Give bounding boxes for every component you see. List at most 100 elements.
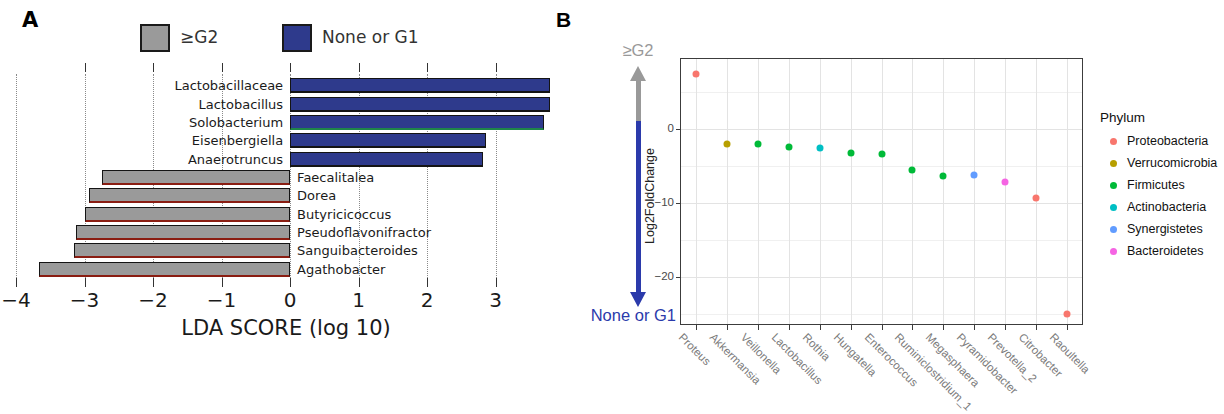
axis-tick-top [85, 63, 86, 72]
axis-tick-bottom [359, 278, 360, 287]
legend-label: Actinobacteria [1127, 201, 1206, 214]
bar-sanguibacteroides [74, 243, 291, 258]
bar-label: Pseudoflavonifractor [297, 225, 431, 240]
bar-pseudoflavonifractor [76, 225, 290, 240]
y-axis-annotation-top: ≥G2 [610, 41, 666, 60]
data-point-pyramidobacter [971, 171, 978, 178]
legend-swatch-none-or-g1 [282, 24, 312, 52]
bar-label: Eisenbergiella [192, 133, 283, 148]
legend-dot-proteobacteria [1110, 138, 1117, 145]
arrow-gray-shaft [636, 79, 641, 121]
x-tick-label: 2 [421, 288, 434, 312]
legend-dot-bacteroidetes [1110, 248, 1117, 255]
phylum-legend-item: Actinobacteria [1110, 201, 1222, 214]
x-axis-tick [882, 325, 883, 330]
bar-dorea [89, 188, 290, 203]
x-tick-label: 3 [489, 288, 502, 312]
data-point-ruminiclostridium_1 [909, 166, 916, 173]
bar-lactobacillus [290, 97, 550, 112]
legend-dot-verrucomicrobia [1110, 160, 1117, 167]
phylum-legend-item: Verrucomicrobia [1110, 157, 1222, 170]
gridline-vertical [727, 59, 728, 324]
phylum-legend-item: Synergistetes [1110, 223, 1222, 236]
legend-dot-synergistetes [1110, 226, 1117, 233]
log2foldchange-scatter-plot: 0−10−20ProteusAkkermansiaVeillonellaLact… [680, 58, 1083, 325]
panel-b-letter: B [556, 8, 571, 32]
y-axis-tick [676, 203, 681, 204]
bar-label: Lactobacillus [199, 97, 284, 112]
data-point-veillonella [755, 140, 762, 147]
bar-solobacterium [290, 115, 544, 130]
axis-tick-top [153, 63, 154, 72]
axis-tick-bottom [16, 278, 17, 287]
y-tick-label: −10 [643, 196, 674, 208]
x-axis-tick [727, 325, 728, 330]
axis-tick-bottom [427, 278, 428, 287]
lda-bar-chart: LDA SCORE (log 10) −4−3−2−10123Lactobaci… [16, 60, 556, 360]
x-axis-tick [912, 325, 913, 330]
lda-axis-title: LDA SCORE (log 10) [16, 316, 556, 340]
gridline-vertical [974, 59, 975, 324]
legend-dot-firmicutes [1110, 182, 1117, 189]
gridline-vertical [1036, 59, 1037, 324]
legend-label: Verrucomicrobia [1127, 157, 1217, 170]
gridline-vertical [851, 59, 852, 324]
gridline-vertical [1005, 59, 1006, 324]
phylum-legend-item: Firmicutes [1110, 179, 1222, 192]
gridline-vertical [820, 59, 821, 324]
legend-label: Bacteroidetes [1127, 245, 1203, 258]
figure: A ≥G2 None or G1 LDA SCORE (log 10) −4−3… [0, 0, 1224, 414]
y-axis-tick [676, 129, 681, 130]
x-tick-label: Proteus [677, 331, 714, 368]
legend-swatch-ge-g2 [140, 24, 170, 52]
bar-faecalitalea [102, 170, 290, 185]
bar-eisenbergiella [290, 133, 486, 148]
x-tick-label: −1 [207, 288, 236, 312]
bar-butyricicoccus [85, 207, 291, 222]
axis-tick-bottom [85, 278, 86, 287]
data-point-hungatella [847, 149, 854, 156]
legend-label-none-or-g1: None or G1 [322, 27, 419, 47]
x-axis-tick [696, 325, 697, 330]
legend-label-ge-g2: ≥G2 [180, 27, 218, 47]
bar-label: Anaerotruncus [188, 152, 283, 167]
x-axis-tick [820, 325, 821, 330]
y-axis-tick [676, 277, 681, 278]
axis-tick-bottom [290, 278, 291, 287]
x-axis-tick [943, 325, 944, 330]
x-tick-label: 0 [284, 288, 297, 312]
axis-tick-bottom [496, 278, 497, 287]
x-axis-tick [1005, 325, 1006, 330]
x-axis-tick [851, 325, 852, 330]
legend-label: Synergistetes [1127, 223, 1203, 236]
bar-label: Agathobacter [297, 262, 385, 277]
down-arrow-icon [630, 292, 646, 307]
gridline-vertical [758, 59, 759, 324]
bar-label: Solobacterium [189, 115, 283, 130]
data-point-akkermansia [724, 141, 731, 148]
axis-tick-top [222, 63, 223, 72]
axis-tick-top [496, 63, 497, 72]
x-tick-label: −2 [138, 288, 167, 312]
gridline-vertical [789, 59, 790, 324]
gridline-vertical [943, 59, 944, 324]
y-tick-label: −20 [643, 270, 674, 282]
x-tick-label: Enterococcus [862, 331, 920, 389]
gridline [16, 74, 17, 278]
legend-label: Proteobacteria [1127, 135, 1208, 148]
x-tick-label: 1 [352, 288, 365, 312]
bar-anaerotruncus [290, 152, 483, 167]
axis-tick-top [359, 63, 360, 72]
data-point-enterococcus [878, 151, 885, 158]
y-tick-label: 0 [643, 122, 674, 134]
data-point-rothia [816, 145, 823, 152]
data-point-citrobacter [1032, 194, 1039, 201]
y-axis-annotation-bottom: None or G1 [556, 306, 676, 325]
phylum-legend-item: Bacteroidetes [1110, 245, 1222, 258]
data-point-proteus [693, 70, 700, 77]
x-tick-label: −3 [70, 288, 99, 312]
bar-label: Faecalitalea [297, 170, 374, 185]
x-axis-tick [1067, 325, 1068, 330]
x-tick-label: Megasphaera [924, 331, 982, 389]
phylum-legend: Phylum ProteobacteriaVerrucomicrobiaFirm… [1096, 110, 1222, 267]
